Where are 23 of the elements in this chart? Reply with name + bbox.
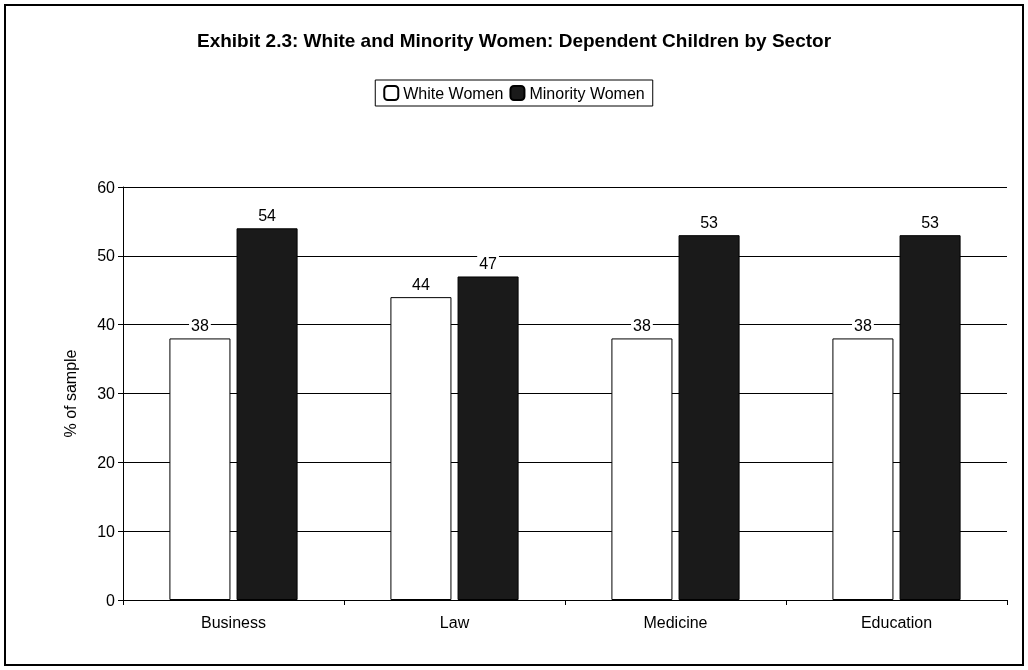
data-label: 38	[633, 316, 651, 334]
y-tick-label: 40	[97, 316, 116, 334]
y-tick-label: 30	[97, 385, 116, 402]
x-tick-label: Business	[201, 613, 266, 631]
data-label: 53	[921, 213, 940, 231]
legend-label: White Women	[403, 84, 504, 102]
y-tick-label: 10	[97, 522, 116, 540]
chart-title: Exhibit 2.3: White and Minority Women: Dependent Children by Sector	[196, 30, 832, 51]
x-tick-label: Medicine	[643, 613, 708, 631]
x-tick-label: Law	[439, 613, 470, 631]
y-tick-label: 0	[106, 591, 116, 609]
data-label: 54	[258, 206, 277, 224]
legend-label: Minority Women	[529, 84, 645, 102]
data-label: 38	[854, 316, 872, 334]
data-label: 47	[479, 254, 498, 272]
data-label: 38	[191, 316, 209, 334]
data-label: 53	[700, 213, 719, 231]
y-tick-label: 50	[97, 247, 116, 265]
y-tick-label: 60	[97, 178, 116, 196]
y-tick-label: 20	[97, 453, 116, 471]
x-tick-label: Education	[860, 613, 933, 631]
y-axis-title: % of sample	[61, 349, 79, 438]
data-label: 44	[412, 275, 430, 293]
